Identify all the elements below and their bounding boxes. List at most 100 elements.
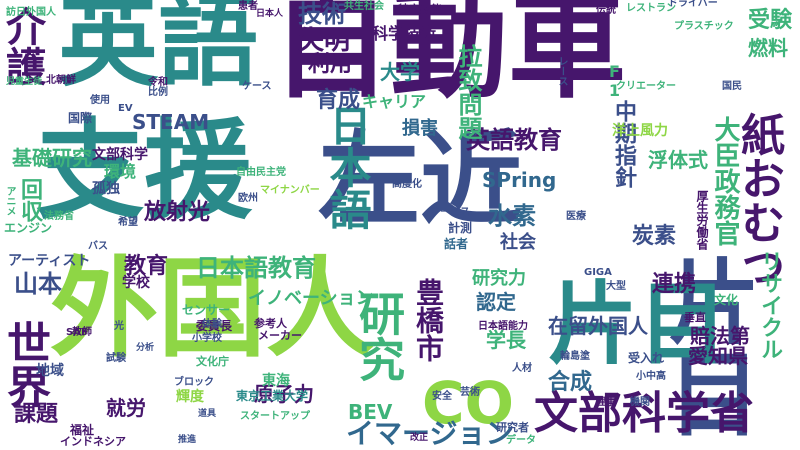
word-bev: BEV: [348, 400, 393, 424]
word-kagayaki: 輝度: [176, 389, 204, 405]
word-bus: バス: [88, 241, 108, 252]
word-co: CO: [422, 369, 514, 437]
word-gaikokujin: 外国人: [50, 247, 375, 372]
word-hikari: 光: [114, 321, 124, 332]
word-data: データ: [506, 435, 536, 446]
word-career: キャリア: [362, 92, 427, 111]
word-dento: 伝統: [596, 5, 616, 16]
word-anime: アニメ: [4, 186, 15, 216]
word-kodoku: 孤独: [92, 181, 120, 197]
word-kibou: 希望: [118, 217, 138, 228]
word-fukushi: 福祉: [70, 423, 95, 437]
word-bunseki: 分析: [136, 343, 155, 353]
word-recycle: リサイクル: [757, 250, 782, 360]
word-chiiki: 地域: [36, 363, 64, 379]
word-kokusai: 国際: [68, 111, 93, 125]
word-tokyo-kodai: 東京工業大学: [236, 389, 309, 403]
word-kyoiku: 教育: [124, 254, 169, 279]
word-f1: F1: [605, 62, 624, 100]
word-steam: STEAM: [132, 110, 210, 134]
word-gishin: 技術: [298, 0, 346, 28]
word-shuro: 就労: [106, 396, 146, 420]
word-nihongo-noryoku: 日本語能力: [478, 321, 528, 332]
word-kitachosen: 北朝鮮: [46, 75, 76, 86]
word-houshako: 放射光: [144, 200, 211, 225]
word-riyo: 利用: [308, 52, 353, 77]
word-oogata: 大型: [606, 281, 626, 292]
word-case: ケース: [242, 81, 272, 92]
word-iryou: 医療: [566, 211, 586, 222]
word-kanja: 患者: [238, 1, 258, 12]
word-anzen: 安全: [432, 391, 452, 402]
word-fukatai: 浮体式: [648, 148, 708, 172]
word-ukeire: 受入れ: [628, 351, 665, 365]
word-taiken: 体験: [202, 319, 222, 330]
word-koseirodo: 厚生労働省: [695, 190, 709, 250]
word-toyohashi: 豊橋市: [412, 278, 445, 362]
word-sakon: 左近: [318, 121, 522, 240]
word-service: サービス: [430, 207, 470, 218]
word-eigo-kyoiku: 英語教育: [466, 126, 562, 154]
word-sekai: 世界: [0, 320, 50, 408]
word-baishoho: 賠法第: [690, 324, 750, 348]
word-daijin: 大臣政務官: [710, 116, 740, 246]
word-kiso: 基礎研究: [12, 146, 92, 170]
word-kenkyusha: 研究者: [496, 421, 529, 434]
word-shiken: 試験: [106, 353, 126, 364]
word-indonesia: インドネシア: [60, 435, 126, 448]
word-rijicho: 理事: [596, 397, 616, 408]
word-sensor: センサー: [182, 303, 231, 317]
word-suishin: 推進: [178, 435, 197, 445]
word-iinkai: 委員長: [196, 319, 233, 333]
word-hiyou: 比例: [148, 87, 168, 98]
word-artist: アーティスト: [8, 253, 91, 269]
word-tanso: 炭素: [632, 224, 677, 249]
word-innovation: イノベーション: [248, 288, 374, 309]
word-nihongo: 日本語: [323, 104, 372, 230]
word-nintei: 認定: [476, 290, 516, 314]
word-plastic: プラスチック: [674, 21, 734, 32]
word-creator: クリエーター: [616, 81, 676, 92]
word-gousei: 合成: [548, 370, 593, 395]
word-kaisei: 改正: [410, 433, 429, 443]
word-spring: SPring: [482, 168, 557, 192]
word-keisoku: 計測: [448, 221, 473, 235]
word-jidousha: 自動車: [272, 0, 627, 114]
word-sankounin: 参考人: [254, 317, 287, 330]
word-kenkyu: 研究: [352, 290, 406, 382]
word-kyosei: 共生社会: [344, 1, 384, 12]
word-giga: GIGA: [584, 267, 612, 278]
word-saf: SAF: [66, 327, 88, 338]
word-houmon: 訪日外国人: [6, 7, 56, 18]
word-rachi: 拉致問題: [454, 44, 482, 140]
word-bunkacho: 文化庁: [196, 355, 229, 368]
word-renkei: 連携: [652, 272, 697, 297]
word-block: ブロック: [174, 377, 214, 388]
word-kokumin: 国民: [722, 81, 742, 92]
word-kaigo: 介護: [0, 6, 45, 86]
word-kyoshi: 教師: [72, 327, 92, 338]
word-daigaku: 大学: [380, 60, 420, 84]
word-dougu: 道具: [198, 409, 217, 419]
word-tokutei: 特定技能: [398, 3, 442, 16]
word-yojo: 洋上風力: [612, 123, 668, 139]
word-kadai: 課題: [14, 402, 59, 427]
word-chuki: 中期指針: [611, 100, 636, 188]
word-katagiri: 片目: [653, 254, 760, 438]
word-mombu: 文部科学: [92, 147, 148, 163]
word-suiso: 水素: [488, 202, 536, 230]
word-driver: ドライバー: [668, 0, 718, 9]
word-eigo: 英語: [58, 0, 258, 100]
word-shitsumei: 失明: [298, 26, 351, 56]
word-katagiri2: 片目: [548, 272, 728, 377]
word-jiyu: 自由民主党: [236, 167, 286, 178]
word-nihongo-kyoiku: 日本語教育: [196, 254, 316, 282]
word-imagine: イマージョン: [346, 417, 514, 450]
word-hoseido: 法務省: [44, 211, 74, 222]
word-genshiryoku: 原子力: [254, 382, 314, 406]
word-gakucho: 学長: [486, 328, 526, 352]
word-ikusei: 育成: [316, 88, 361, 113]
word-shakai: 社会: [500, 232, 536, 253]
word-nihonjin: 日本人: [256, 9, 284, 19]
word-songai: 損害: [402, 118, 438, 139]
